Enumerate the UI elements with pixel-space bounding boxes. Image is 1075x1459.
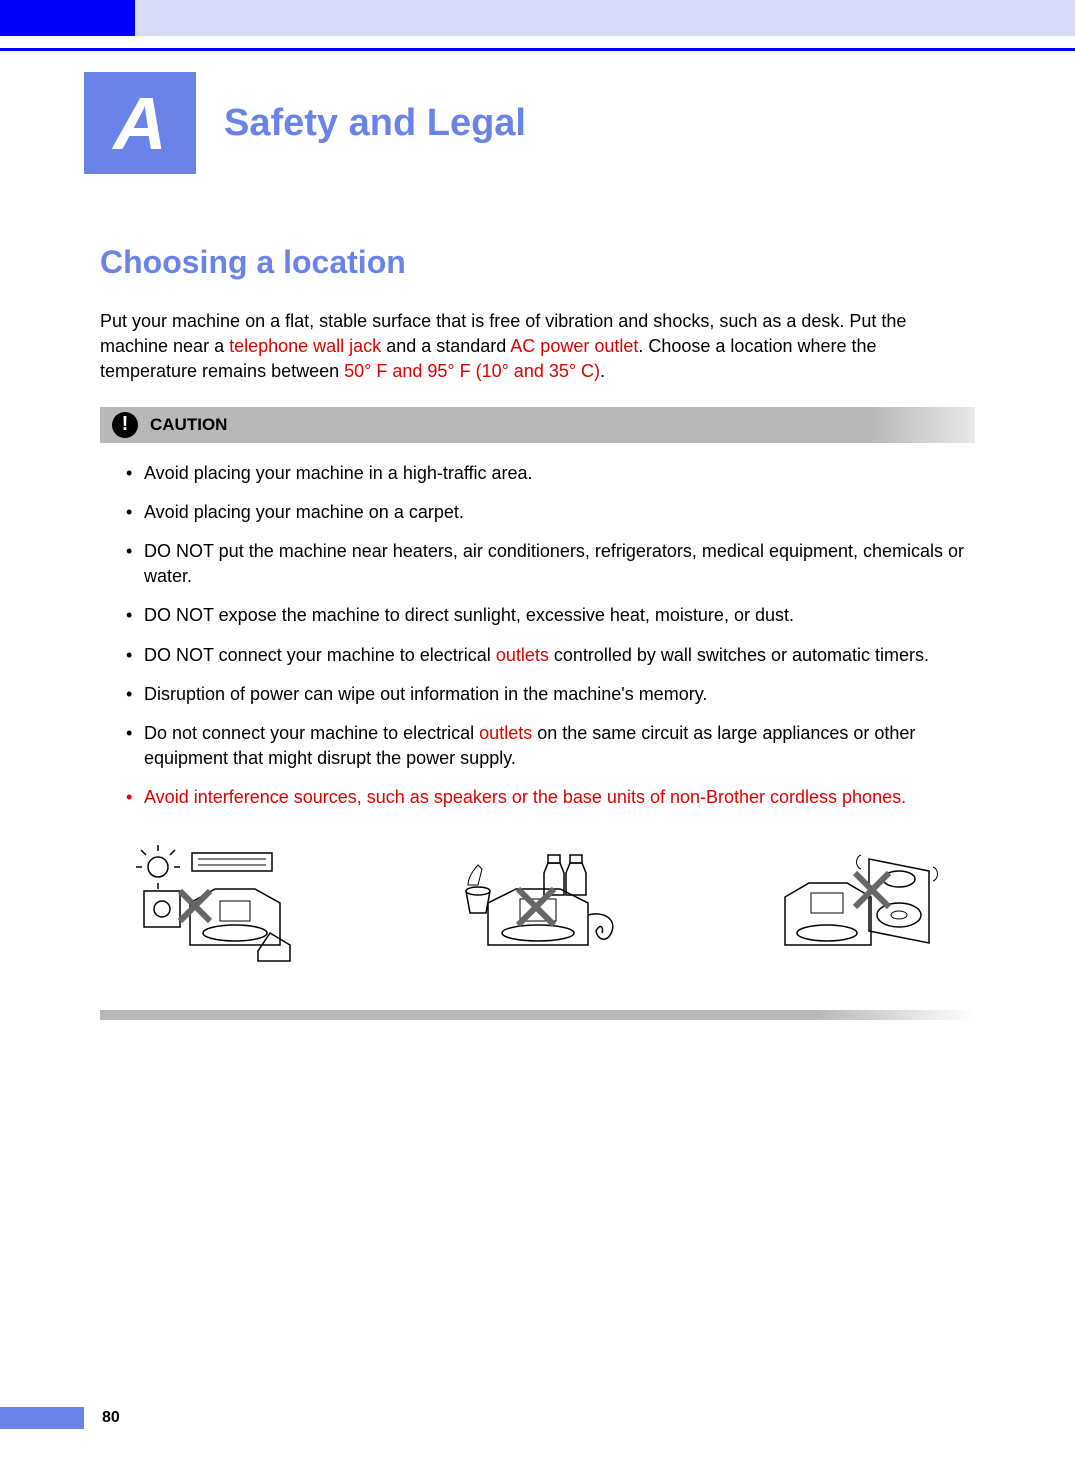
header-blue-block bbox=[0, 0, 135, 36]
intro-red-3: 50° F and 95° F (10° and 35° C) bbox=[344, 361, 600, 381]
illustration-liquids bbox=[438, 840, 638, 970]
illustration-heat bbox=[120, 840, 320, 970]
illustration-speakers bbox=[755, 840, 955, 970]
illustration-row bbox=[100, 840, 975, 970]
caution-item: Disruption of power can wipe out informa… bbox=[126, 682, 975, 707]
caution-header-bar: ! CAUTION bbox=[100, 407, 975, 443]
caution-item: DO NOT connect your machine to electrica… bbox=[126, 643, 975, 668]
caution-icon: ! bbox=[112, 412, 138, 438]
chapter-title: Safety and Legal bbox=[224, 102, 526, 145]
intro-mid-1: and a standard bbox=[381, 336, 510, 356]
caution-item: DO NOT expose the machine to direct sunl… bbox=[126, 603, 975, 628]
caution-item: DO NOT put the machine near heaters, air… bbox=[126, 539, 975, 589]
chapter-letter-box: A bbox=[84, 72, 196, 174]
printer-speaker-icon bbox=[765, 845, 945, 965]
chapter-letter: A bbox=[113, 81, 166, 166]
caution-label: CAUTION bbox=[150, 415, 227, 435]
header-underline bbox=[0, 48, 1075, 51]
top-header-bar bbox=[0, 0, 1075, 52]
caution-item-red: Avoid interference sources, such as spea… bbox=[126, 785, 975, 810]
caution-item: Do not connect your machine to electrica… bbox=[126, 721, 975, 771]
content-area: Choosing a location Put your machine on … bbox=[0, 244, 1075, 1020]
intro-paragraph: Put your machine on a flat, stable surfa… bbox=[100, 309, 975, 385]
section-title: Choosing a location bbox=[100, 244, 975, 281]
caution-item: Avoid placing your machine in a high-tra… bbox=[126, 461, 975, 486]
printer-liquids-icon bbox=[448, 845, 628, 965]
chapter-header: A Safety and Legal bbox=[0, 72, 1075, 174]
intro-suffix: . bbox=[600, 361, 605, 381]
intro-red-2: AC power outlet bbox=[510, 336, 638, 356]
printer-heat-icon bbox=[130, 845, 310, 965]
section-divider bbox=[100, 1010, 975, 1020]
caution-list: Avoid placing your machine in a high-tra… bbox=[100, 461, 975, 811]
header-pale-block bbox=[135, 0, 1075, 36]
page-number: 80 bbox=[102, 1409, 120, 1427]
footer-blue-block bbox=[0, 1407, 84, 1429]
caution-item: Avoid placing your machine on a carpet. bbox=[126, 500, 975, 525]
intro-red-1: telephone wall jack bbox=[229, 336, 381, 356]
footer-bar: 80 bbox=[0, 1407, 1075, 1429]
